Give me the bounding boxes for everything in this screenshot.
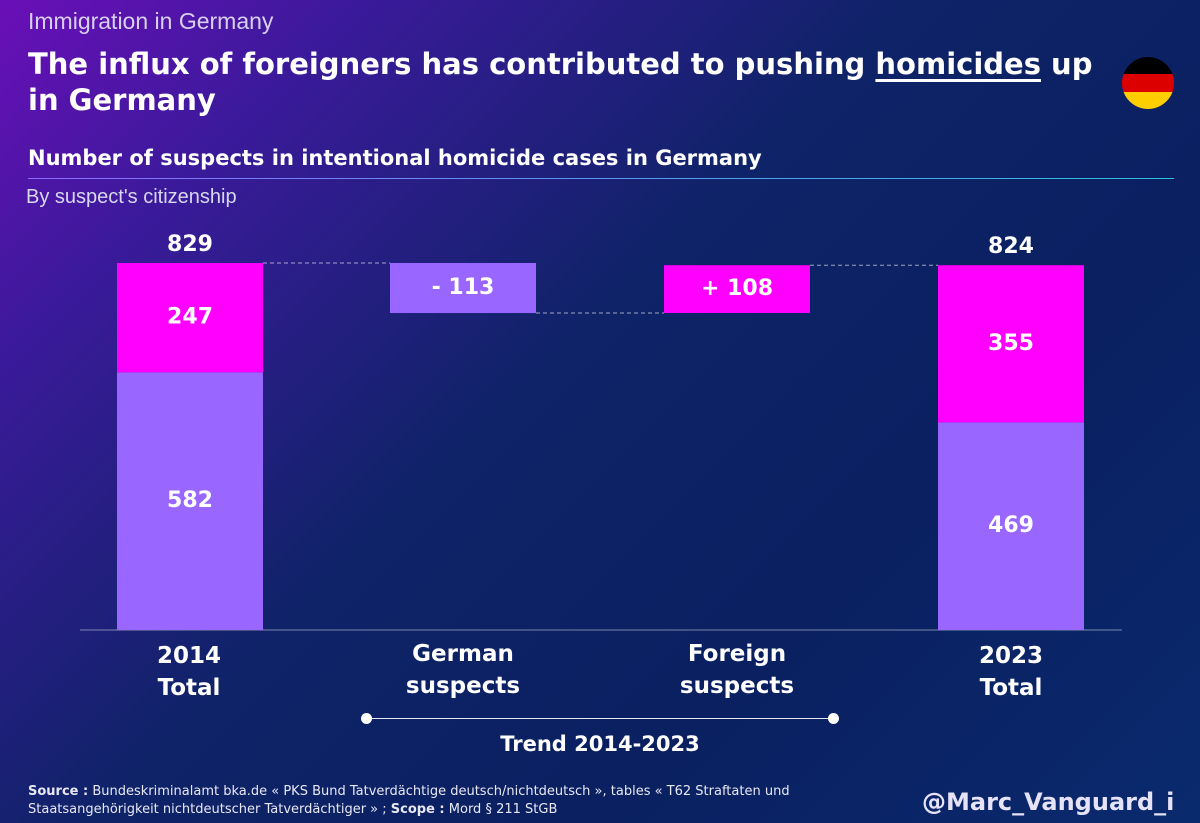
- trend-label: Trend 2014-2023: [500, 732, 700, 756]
- bar-2014-german: [117, 372, 263, 630]
- data-label-2014-german: 582: [167, 488, 213, 513]
- trend-bracket-end: [828, 713, 839, 724]
- title-divider: [28, 178, 1174, 179]
- bar-change-foreign: [664, 265, 810, 314]
- bar-change-german: [390, 263, 536, 314]
- headline-pre: The influx of foreigners has contributed…: [28, 47, 876, 81]
- data-label-change-foreign: + 108: [701, 276, 773, 301]
- bar-2023-foreign: [938, 265, 1084, 423]
- kicker: Immigration in Germany: [28, 8, 274, 34]
- total-label-2014: 829: [167, 232, 213, 257]
- x-label-foreign-suspects: Foreign suspects: [679, 641, 795, 699]
- headline: The influx of foreigners has contributed…: [28, 46, 1108, 118]
- total-label-2023: 824: [988, 234, 1034, 259]
- data-label-2023-german: 469: [988, 513, 1034, 538]
- headline-post: up in Germany: [28, 47, 1093, 117]
- x-label-german-suspects: German suspects: [405, 641, 521, 699]
- flag-stripe-red: [1122, 74, 1174, 92]
- data-label-2023-foreign: 355: [988, 331, 1034, 356]
- source-note: Source : Bundeskriminalamt bka.de « PKS …: [28, 784, 790, 817]
- author-handle: @Marc_Vanguard_i: [922, 788, 1175, 816]
- bar-2023-german: [938, 422, 1084, 630]
- x-label-2023: 2023 Total: [978, 643, 1043, 701]
- bar-2014-foreign: [117, 263, 263, 373]
- trend-bracket-start: [361, 713, 372, 724]
- germany-flag-icon: [1122, 57, 1174, 109]
- data-label-change-german: - 113: [432, 275, 495, 300]
- data-label-2014-foreign: 247: [167, 305, 213, 330]
- flag-stripe-black: [1122, 57, 1174, 75]
- headline-underlined: homicides: [875, 47, 1041, 81]
- chart-subsubtitle: By suspect's citizenship: [26, 186, 237, 208]
- trend-bracket-line: [366, 718, 834, 719]
- chart-subtitle: Number of suspects in intentional homici…: [28, 146, 762, 170]
- x-label-2014: 2014 Total: [156, 643, 221, 701]
- flag-stripe-gold: [1122, 91, 1174, 109]
